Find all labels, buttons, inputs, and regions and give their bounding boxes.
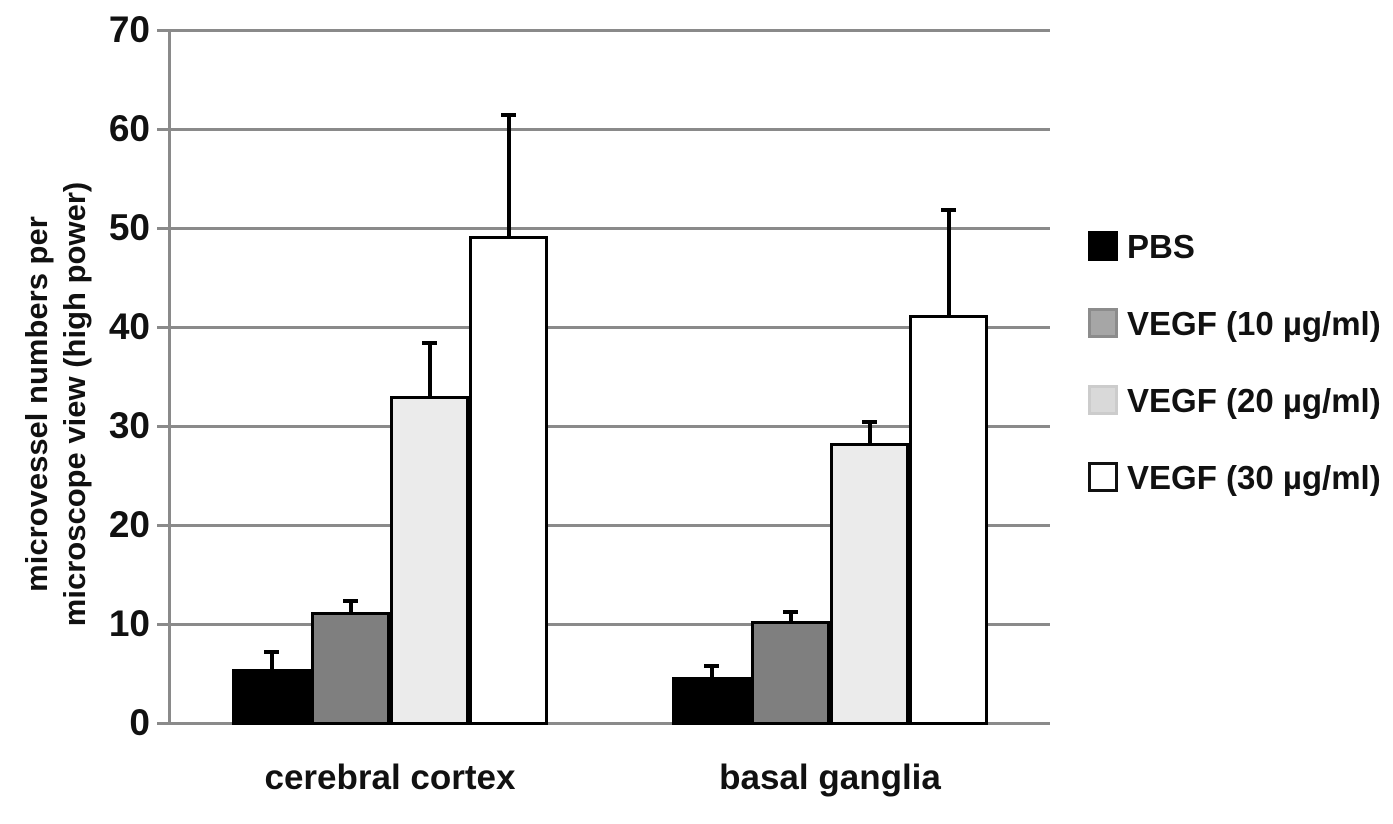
legend-label: VEGF (10 µg/ml)	[1127, 304, 1381, 342]
legend-item: VEGF (20 µg/ml)	[1088, 381, 1381, 419]
bar	[672, 677, 751, 725]
y-tick	[157, 29, 170, 32]
error-bar-cap	[704, 663, 719, 668]
error-bar	[946, 209, 951, 316]
y-tick	[157, 524, 170, 527]
legend-label: PBS	[1127, 227, 1195, 265]
bar	[909, 315, 988, 725]
category-label: basal ganglia	[719, 758, 941, 797]
y-tick	[157, 722, 170, 725]
error-bar-cap	[783, 610, 798, 615]
error-bar-cap	[862, 420, 877, 425]
category-label: cerebral cortex	[264, 758, 516, 797]
error-bar	[427, 341, 432, 397]
y-axis-title-line2: microscope view (high power)	[57, 181, 92, 627]
legend-item: PBS	[1088, 227, 1381, 265]
y-tick	[157, 425, 170, 428]
error-bar-cap	[941, 208, 956, 213]
error-bar	[867, 421, 872, 443]
error-bar	[709, 664, 714, 678]
gridline	[170, 227, 1050, 230]
error-bar	[269, 650, 274, 669]
gridline	[170, 722, 1050, 725]
bar	[390, 396, 469, 725]
y-axis-line	[168, 30, 171, 725]
error-bar-cap	[422, 340, 437, 345]
legend-item: VEGF (30 µg/ml)	[1088, 458, 1381, 496]
bar	[751, 621, 830, 725]
gridline	[170, 425, 1050, 428]
y-tick-label: 40	[108, 306, 150, 347]
y-tick-label: 10	[108, 603, 150, 644]
y-tick	[157, 326, 170, 329]
error-bar	[788, 611, 793, 622]
y-tick-label: 60	[108, 108, 150, 149]
y-tick	[157, 623, 170, 626]
gridline	[170, 623, 1050, 626]
legend-swatch	[1088, 462, 1118, 492]
gridline	[170, 29, 1050, 32]
legend-swatch	[1088, 308, 1118, 338]
legend-label: VEGF (30 µg/ml)	[1127, 458, 1381, 496]
y-tick-label: 30	[108, 405, 150, 446]
legend-swatch	[1088, 231, 1118, 261]
gridline	[170, 326, 1050, 329]
bar	[311, 612, 390, 725]
bar	[232, 668, 311, 725]
error-bar-cap	[501, 113, 516, 118]
error-bar-cap	[343, 599, 358, 604]
gridline	[170, 524, 1050, 527]
y-axis-title: microvessel numbers per microscope view …	[18, 182, 94, 626]
error-bar	[506, 114, 511, 236]
y-tick-label: 20	[108, 504, 150, 545]
y-tick	[157, 128, 170, 131]
bar	[830, 442, 909, 725]
y-tick-label: 70	[108, 9, 150, 50]
gridline	[170, 128, 1050, 131]
bar	[469, 235, 548, 725]
y-axis-title-line1: microvessel numbers per	[19, 216, 54, 592]
y-tick	[157, 227, 170, 230]
legend-item: VEGF (10 µg/ml)	[1088, 304, 1381, 342]
legend: PBS VEGF (10 µg/ml) VEGF (20 µg/ml) VEGF (3…	[1088, 227, 1381, 539]
legend-label: VEGF (20 µg/ml)	[1127, 381, 1381, 419]
y-tick-label: 50	[108, 207, 150, 248]
error-bar	[348, 600, 353, 613]
error-bar-cap	[264, 649, 279, 654]
y-tick-label: 0	[129, 702, 150, 743]
legend-swatch	[1088, 385, 1118, 415]
